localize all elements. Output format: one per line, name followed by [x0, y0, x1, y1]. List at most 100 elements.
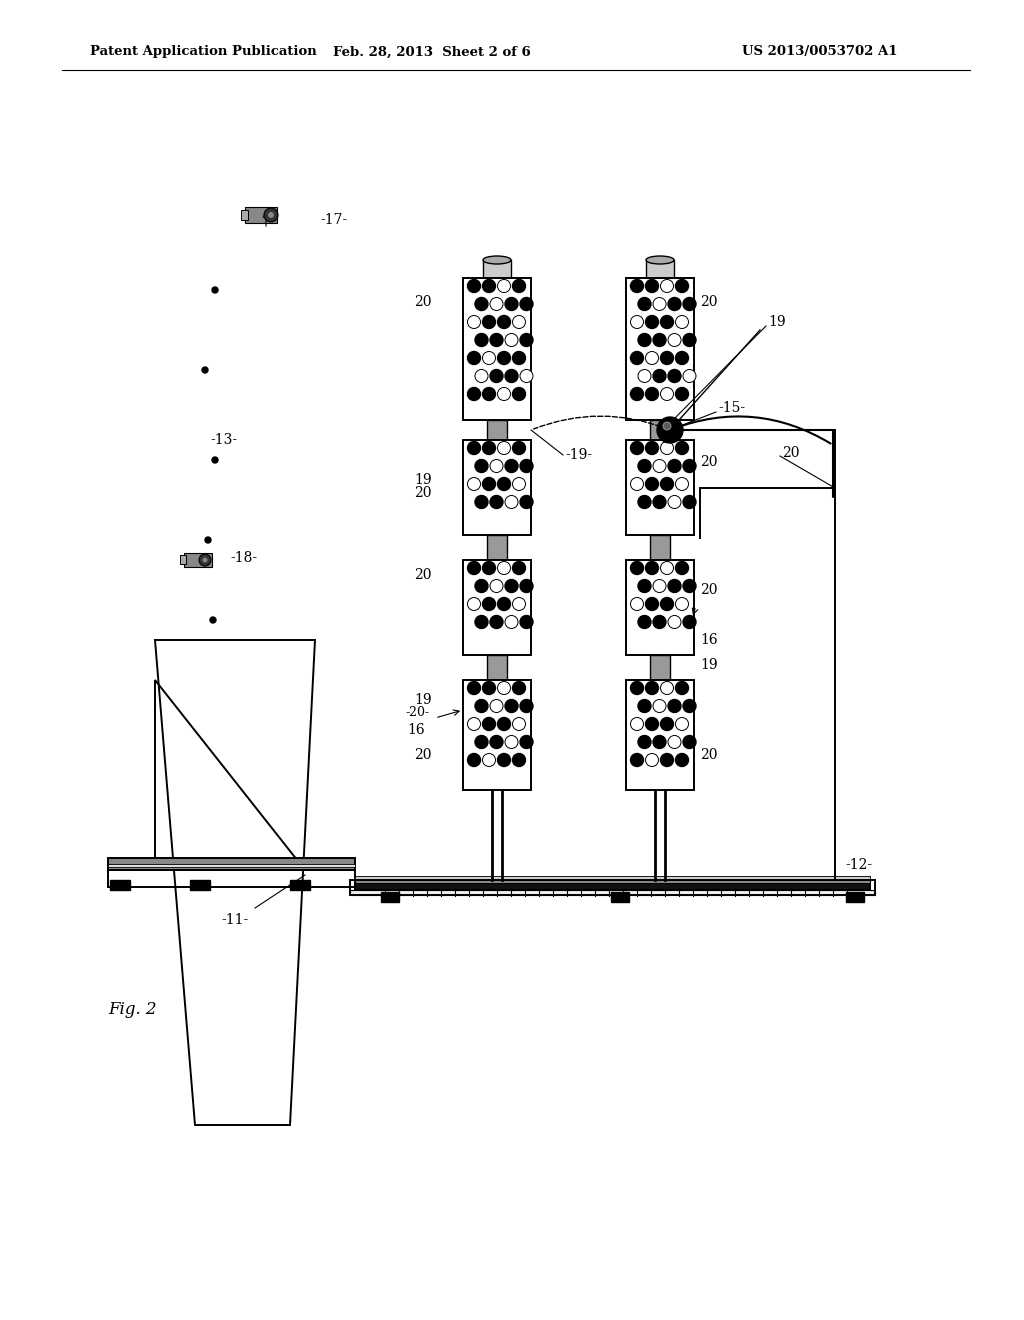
Circle shape [638, 334, 651, 346]
Text: 20: 20 [415, 294, 432, 309]
Circle shape [683, 735, 696, 748]
Circle shape [482, 388, 496, 400]
Bar [245, 207, 278, 223]
Circle shape [645, 280, 658, 293]
Circle shape [653, 700, 666, 713]
Circle shape [631, 718, 643, 730]
Text: Feb. 28, 2013  Sheet 2 of 6: Feb. 28, 2013 Sheet 2 of 6 [333, 45, 530, 58]
Circle shape [212, 457, 218, 463]
Circle shape [653, 459, 666, 473]
Circle shape [512, 478, 525, 491]
Circle shape [212, 286, 218, 293]
Circle shape [468, 598, 480, 610]
Circle shape [512, 754, 525, 767]
Bar [355, 876, 870, 883]
Circle shape [663, 422, 671, 430]
Circle shape [638, 615, 651, 628]
Circle shape [660, 718, 674, 730]
Bar [650, 535, 670, 560]
Circle shape [683, 334, 696, 346]
Text: Patent Application Publication: Patent Application Publication [90, 45, 316, 58]
Text: 19: 19 [415, 693, 432, 708]
Bar [626, 680, 694, 789]
Circle shape [676, 718, 688, 730]
Text: -11-: -11- [221, 913, 249, 927]
Circle shape [468, 441, 480, 454]
Circle shape [631, 561, 643, 574]
Text: -18-: -18- [230, 550, 257, 565]
Bar [180, 554, 186, 564]
Circle shape [468, 718, 480, 730]
Circle shape [645, 681, 658, 694]
Text: -17-: -17- [319, 213, 347, 227]
Circle shape [490, 459, 503, 473]
Bar [108, 858, 355, 870]
Text: -19-: -19- [565, 447, 592, 462]
Circle shape [631, 478, 643, 491]
Circle shape [653, 615, 666, 628]
Circle shape [645, 441, 658, 454]
Circle shape [653, 334, 666, 346]
Bar [487, 420, 507, 440]
Bar [184, 553, 212, 568]
Circle shape [475, 297, 488, 310]
Bar [483, 260, 511, 280]
Text: 20: 20 [415, 748, 432, 762]
Circle shape [505, 615, 518, 628]
Bar [108, 870, 355, 887]
Circle shape [676, 280, 688, 293]
Circle shape [512, 561, 525, 574]
Circle shape [638, 459, 651, 473]
Circle shape [520, 615, 534, 628]
Bar [650, 655, 670, 680]
Circle shape [657, 417, 683, 444]
Circle shape [631, 351, 643, 364]
Circle shape [490, 579, 503, 593]
Circle shape [676, 598, 688, 610]
Circle shape [645, 561, 658, 574]
Ellipse shape [646, 256, 674, 264]
Circle shape [683, 615, 696, 628]
Circle shape [512, 388, 525, 400]
Circle shape [475, 334, 488, 346]
Text: 20: 20 [415, 486, 432, 500]
Bar [487, 535, 507, 560]
Circle shape [512, 718, 525, 730]
Bar [626, 440, 694, 535]
Bar [846, 892, 864, 902]
Circle shape [482, 478, 496, 491]
Bar [646, 260, 674, 280]
Bar [290, 880, 310, 890]
Circle shape [512, 681, 525, 694]
Circle shape [638, 700, 651, 713]
Circle shape [490, 735, 503, 748]
Circle shape [660, 681, 674, 694]
Bar [611, 892, 629, 902]
Circle shape [512, 598, 525, 610]
Circle shape [505, 700, 518, 713]
Circle shape [199, 554, 211, 566]
Bar [108, 865, 355, 867]
Circle shape [668, 297, 681, 310]
Circle shape [660, 351, 674, 364]
Circle shape [520, 495, 534, 508]
Circle shape [498, 718, 511, 730]
Circle shape [660, 280, 674, 293]
Circle shape [683, 297, 696, 310]
Circle shape [205, 537, 211, 543]
Circle shape [645, 754, 658, 767]
Circle shape [482, 315, 496, 329]
Text: -12-: -12- [845, 858, 872, 873]
Text: 20: 20 [415, 568, 432, 582]
Circle shape [683, 579, 696, 593]
Text: Fig. 2: Fig. 2 [108, 1002, 157, 1019]
Circle shape [490, 334, 503, 346]
Circle shape [668, 579, 681, 593]
Circle shape [475, 370, 488, 383]
Circle shape [668, 370, 681, 383]
Circle shape [668, 459, 681, 473]
Text: 20: 20 [700, 294, 718, 309]
Circle shape [668, 735, 681, 748]
Circle shape [498, 561, 511, 574]
Circle shape [638, 370, 651, 383]
